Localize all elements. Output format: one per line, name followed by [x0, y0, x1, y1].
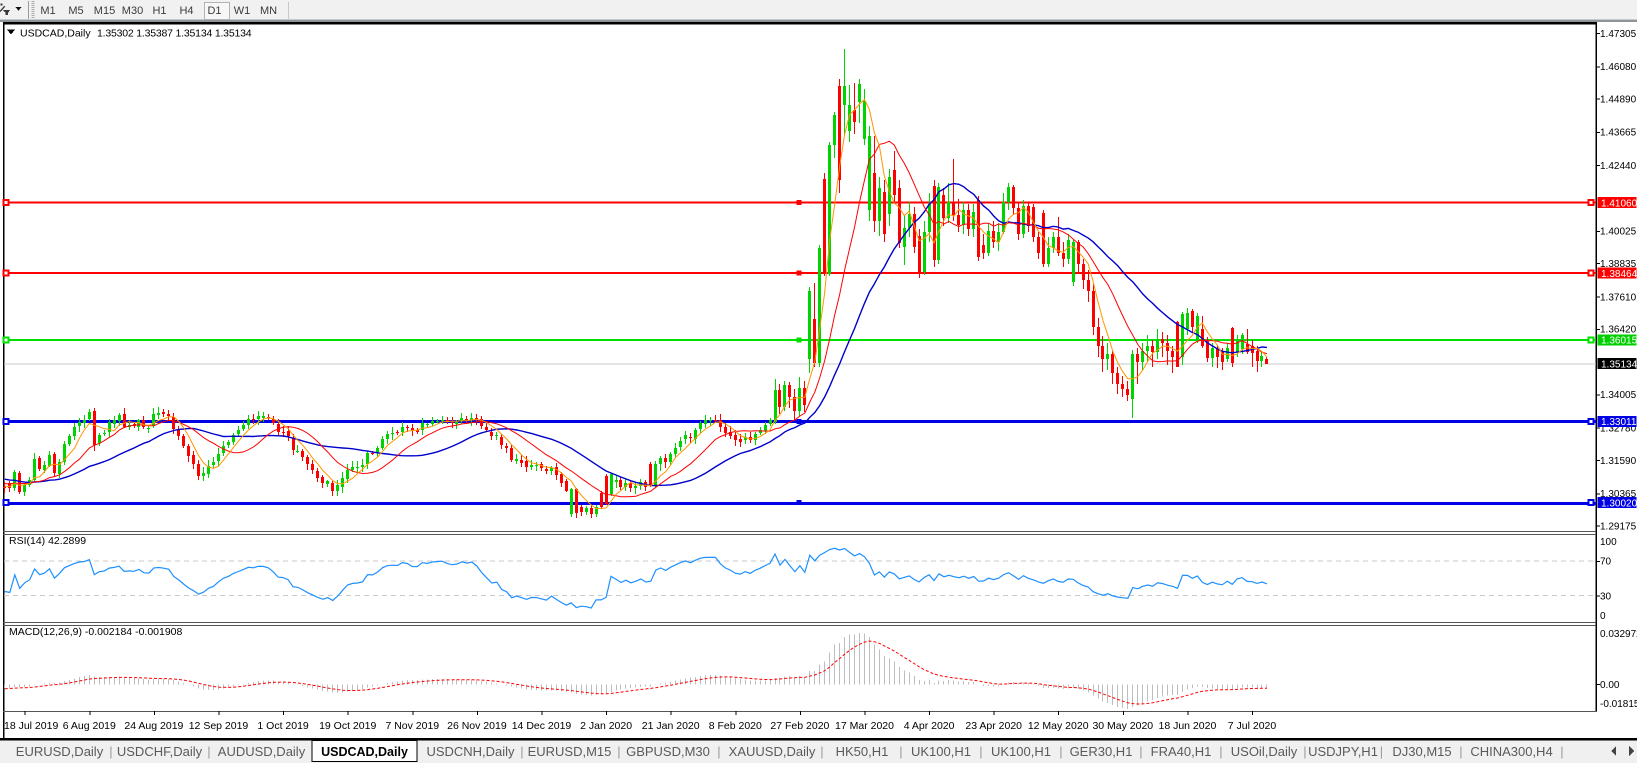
svg-text:0.032972: 0.032972 [1600, 629, 1637, 640]
svg-text:1.44890: 1.44890 [1600, 94, 1637, 105]
svg-text:7 Jul 2020: 7 Jul 2020 [1228, 720, 1277, 732]
svg-text:XAUUSD,Daily: XAUUSD,Daily [729, 744, 816, 759]
svg-text:18 Jul 2019: 18 Jul 2019 [4, 720, 58, 732]
svg-text:|: | [979, 744, 982, 759]
svg-text:1.33011: 1.33011 [1601, 417, 1637, 428]
svg-text:|: | [820, 744, 823, 759]
svg-text:1.42440: 1.42440 [1600, 161, 1637, 172]
svg-text:1.34005: 1.34005 [1600, 390, 1637, 401]
svg-text:|: | [717, 744, 720, 759]
svg-text:|: | [1059, 744, 1062, 759]
svg-text:1.30020: 1.30020 [1601, 499, 1637, 510]
svg-text:|: | [1560, 744, 1563, 759]
svg-text:UK100,H1: UK100,H1 [991, 744, 1051, 759]
svg-text:1.36015: 1.36015 [1601, 336, 1637, 347]
svg-text:|: | [899, 744, 902, 759]
svg-text:1.37610: 1.37610 [1600, 292, 1637, 303]
svg-text:19 Oct 2019: 19 Oct 2019 [319, 720, 376, 732]
svg-text:100: 100 [1600, 537, 1617, 548]
svg-text:17 Mar 2020: 17 Mar 2020 [835, 720, 894, 732]
svg-text:0: 0 [1600, 611, 1606, 622]
svg-text:23 Apr 2020: 23 Apr 2020 [965, 720, 1022, 732]
svg-text:|: | [1219, 744, 1222, 759]
svg-text:14 Dec 2019: 14 Dec 2019 [512, 720, 572, 732]
svg-text:1.30365: 1.30365 [1600, 489, 1637, 500]
svg-text:|: | [109, 744, 112, 759]
svg-text:RSI(14) 42.2899: RSI(14) 42.2899 [9, 535, 86, 547]
svg-text:-0.01815: -0.01815 [1600, 699, 1637, 710]
svg-text:M30: M30 [122, 5, 143, 17]
svg-text:|: | [520, 744, 523, 759]
svg-text:0.00: 0.00 [1600, 680, 1620, 691]
svg-text:|: | [1303, 744, 1306, 759]
svg-text:CHINA300,H4: CHINA300,H4 [1470, 744, 1552, 759]
svg-text:DJ30,M15: DJ30,M15 [1392, 744, 1451, 759]
svg-text:27 Feb 2020: 27 Feb 2020 [770, 720, 829, 732]
svg-text:1.32780: 1.32780 [1600, 424, 1637, 435]
svg-text:USDJPY,H1: USDJPY,H1 [1308, 744, 1378, 759]
svg-text:1.31590: 1.31590 [1600, 456, 1637, 467]
svg-text:M5: M5 [68, 5, 83, 17]
svg-text:EURUSD,M15: EURUSD,M15 [528, 744, 612, 759]
svg-text:1.46080: 1.46080 [1600, 62, 1637, 73]
svg-text:4 Apr 2020: 4 Apr 2020 [904, 720, 955, 732]
svg-text:1 Oct 2019: 1 Oct 2019 [257, 720, 309, 732]
svg-text:W1: W1 [234, 5, 251, 17]
svg-text:GER30,H1: GER30,H1 [1070, 744, 1133, 759]
svg-text:H4: H4 [179, 5, 193, 17]
svg-text:USDCAD,Daily: USDCAD,Daily [20, 28, 91, 40]
svg-text:M1: M1 [40, 5, 55, 17]
svg-text:8 Feb 2020: 8 Feb 2020 [709, 720, 762, 732]
svg-text:1.47305: 1.47305 [1600, 29, 1637, 40]
svg-text:|: | [1459, 744, 1462, 759]
svg-text:1.38835: 1.38835 [1600, 259, 1637, 270]
svg-text:1.43665: 1.43665 [1600, 128, 1637, 139]
svg-text:MACD(12,26,9) -0.002184 -0.001: MACD(12,26,9) -0.002184 -0.001908 [9, 626, 183, 638]
svg-text:FRA40,H1: FRA40,H1 [1151, 744, 1212, 759]
svg-text:USDCNH,Daily: USDCNH,Daily [426, 744, 515, 759]
svg-text:12 Sep 2019: 12 Sep 2019 [189, 720, 249, 732]
svg-text:MN: MN [260, 5, 277, 17]
svg-text:1.36420: 1.36420 [1600, 325, 1637, 336]
svg-text:18 Jun 2020: 18 Jun 2020 [1158, 720, 1216, 732]
svg-text:1.35134: 1.35134 [1601, 360, 1637, 371]
svg-text:24 Aug 2019: 24 Aug 2019 [124, 720, 183, 732]
svg-text:7 Nov 2019: 7 Nov 2019 [385, 720, 439, 732]
svg-text:|: | [207, 744, 210, 759]
svg-text:6 Aug 2019: 6 Aug 2019 [63, 720, 116, 732]
svg-text:UK100,H1: UK100,H1 [911, 744, 971, 759]
svg-text:HK50,H1: HK50,H1 [836, 744, 889, 759]
svg-text:1.29175: 1.29175 [1600, 522, 1637, 533]
svg-text:USDCAD,Daily: USDCAD,Daily [321, 745, 408, 759]
svg-text:|: | [1139, 744, 1142, 759]
svg-text:USOil,Daily: USOil,Daily [1231, 744, 1298, 759]
svg-text:|: | [617, 744, 620, 759]
svg-text:1.41060: 1.41060 [1601, 199, 1637, 210]
svg-text:USDCHF,Daily: USDCHF,Daily [117, 744, 203, 759]
svg-text:AUDUSD,Daily: AUDUSD,Daily [218, 744, 306, 759]
svg-text:EURUSD,Daily: EURUSD,Daily [16, 744, 104, 759]
svg-text:|: | [1380, 744, 1383, 759]
svg-text:GBPUSD,M30: GBPUSD,M30 [626, 744, 710, 759]
svg-text:M15: M15 [94, 5, 115, 17]
svg-text:26 Nov 2019: 26 Nov 2019 [447, 720, 507, 732]
svg-text:21 Jan 2020: 21 Jan 2020 [642, 720, 700, 732]
svg-text:H1: H1 [152, 5, 166, 17]
svg-text:2 Jan 2020: 2 Jan 2020 [580, 720, 632, 732]
svg-text:D1: D1 [207, 5, 221, 17]
svg-text:30 May 2020: 30 May 2020 [1092, 720, 1153, 732]
svg-text:1.40025: 1.40025 [1600, 227, 1637, 238]
svg-text:12 May 2020: 12 May 2020 [1028, 720, 1089, 732]
svg-text:1.38464: 1.38464 [1601, 269, 1637, 280]
svg-text:30: 30 [1600, 591, 1612, 602]
svg-text:1.35302 1.35387 1.35134 1.3513: 1.35302 1.35387 1.35134 1.35134 [97, 28, 252, 40]
svg-text:70: 70 [1600, 557, 1612, 568]
